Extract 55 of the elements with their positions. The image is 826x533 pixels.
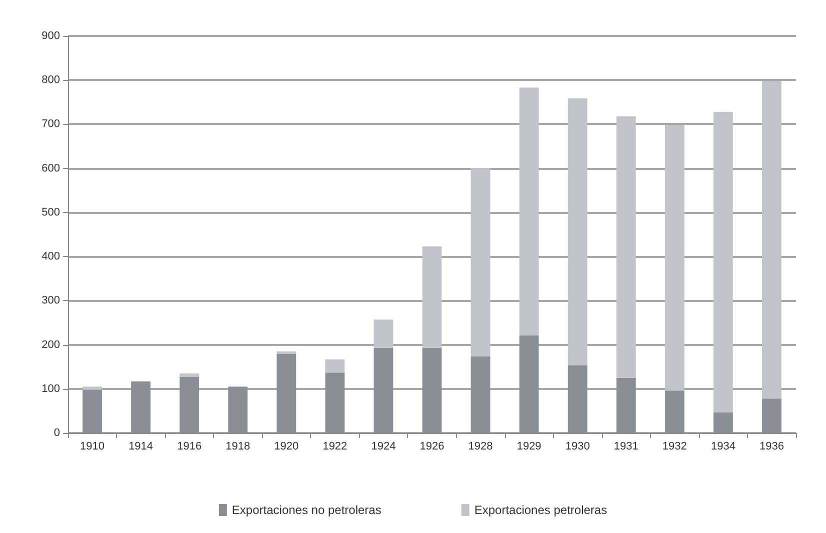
x-tick-label: 1922 <box>322 440 348 452</box>
bar <box>228 386 248 433</box>
x-tick-label: 1930 <box>565 440 590 452</box>
legend-label: Exportaciones no petroleras <box>232 503 382 517</box>
bar <box>664 390 684 433</box>
bar <box>422 348 442 433</box>
bar <box>762 80 782 399</box>
bar <box>180 376 200 433</box>
x-tick-label: 1924 <box>371 440 396 452</box>
x-tick-label: 1916 <box>177 440 202 452</box>
x-tick-label: 1910 <box>80 440 105 452</box>
x-tick-label: 1929 <box>516 440 542 452</box>
y-tick-label: 0 <box>54 427 60 439</box>
bar <box>519 336 539 433</box>
bar <box>470 356 490 433</box>
bar <box>519 88 539 336</box>
x-tick-label: 1918 <box>226 440 250 452</box>
bar <box>325 372 345 433</box>
bar <box>713 112 733 412</box>
bar <box>664 124 684 391</box>
bar <box>180 373 200 377</box>
x-tick-label: 1936 <box>759 440 784 452</box>
y-tick-label: 500 <box>42 206 60 218</box>
x-tick-label: 1934 <box>710 440 736 452</box>
bar <box>82 390 102 433</box>
bar <box>762 398 782 433</box>
y-tick-label: 900 <box>42 30 60 42</box>
y-tick-label: 400 <box>42 250 60 263</box>
bar <box>470 168 490 356</box>
x-tick-label: 1931 <box>614 440 638 452</box>
legend-label: Exportaciones petroleras <box>474 503 608 517</box>
y-tick-label: 300 <box>42 294 60 307</box>
bar <box>568 365 588 433</box>
bar <box>276 354 296 433</box>
bar <box>131 381 151 433</box>
bar <box>713 412 733 433</box>
bar <box>568 98 588 366</box>
y-tick-label: 800 <box>42 74 60 86</box>
x-tick-label: 1914 <box>128 440 154 452</box>
x-tick-label: 1928 <box>468 440 493 452</box>
y-tick-label: 200 <box>42 338 60 351</box>
x-tick-label: 1926 <box>420 440 444 452</box>
bar <box>422 246 442 348</box>
x-tick-label: 1920 <box>274 440 299 452</box>
bar <box>374 320 394 348</box>
y-tick-label: 700 <box>42 118 60 130</box>
y-tick-label: 600 <box>42 162 60 174</box>
bar <box>616 116 636 378</box>
bar <box>616 378 636 433</box>
bar <box>374 348 394 433</box>
bar <box>276 351 296 354</box>
bar <box>82 386 102 390</box>
bar <box>325 359 345 373</box>
x-tick-label: 1932 <box>662 440 687 452</box>
y-tick-label: 100 <box>42 382 60 395</box>
